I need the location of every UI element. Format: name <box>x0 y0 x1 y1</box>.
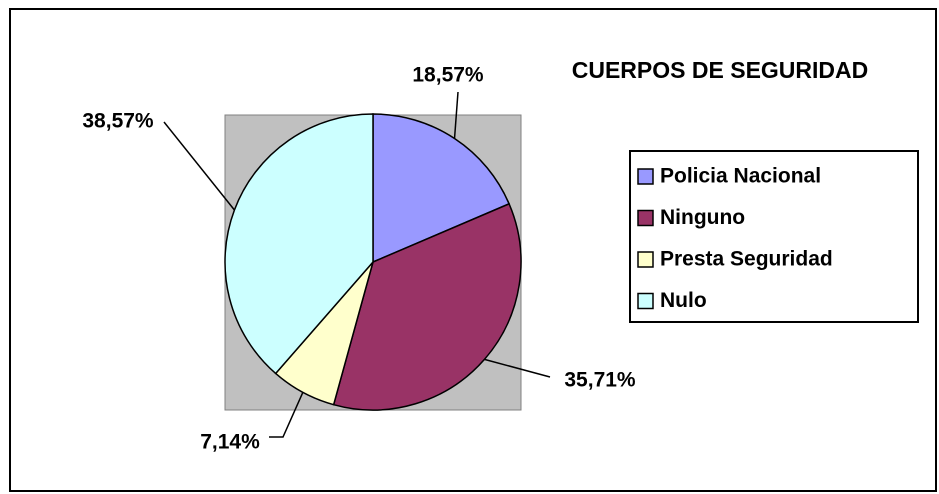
data-label: 38,57% <box>82 110 154 133</box>
legend-label: Policia Nacional <box>660 165 821 188</box>
legend-label: Nulo <box>660 289 707 312</box>
legend-swatch <box>637 209 654 227</box>
pie-slice <box>332 202 522 411</box>
leader-line <box>163 121 236 211</box>
legend <box>629 150 919 323</box>
legend-label: Presta Seguridad <box>660 248 833 271</box>
leader-line <box>269 392 304 438</box>
data-label: 35,71% <box>564 369 636 392</box>
data-label: 7,14% <box>200 431 260 454</box>
legend-swatch <box>637 292 654 310</box>
chart-title: CUERPOS DE SEGURIDAD <box>572 57 868 83</box>
pie-slice <box>224 113 374 375</box>
leader-line <box>453 91 459 139</box>
legend-swatch <box>637 168 654 185</box>
legend-swatch <box>637 251 654 268</box>
data-label: 18,57% <box>412 64 484 87</box>
leader-line <box>484 358 551 378</box>
legend-label: Ninguno <box>660 206 745 229</box>
